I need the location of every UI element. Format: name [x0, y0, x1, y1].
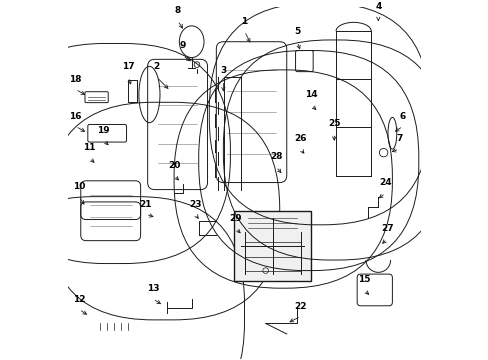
Bar — [128, 80, 137, 102]
Text: 1: 1 — [241, 17, 247, 26]
Text: 14: 14 — [305, 90, 317, 99]
Text: 8: 8 — [174, 6, 181, 15]
Text: 28: 28 — [269, 152, 282, 161]
Text: 19: 19 — [97, 126, 110, 135]
Text: 27: 27 — [380, 224, 393, 233]
Text: 23: 23 — [188, 199, 201, 208]
Text: 25: 25 — [327, 119, 340, 128]
Text: 10: 10 — [73, 182, 85, 191]
Text: 15: 15 — [357, 275, 370, 284]
Text: 2: 2 — [153, 62, 159, 71]
Text: 9: 9 — [179, 41, 186, 50]
Text: 22: 22 — [294, 302, 306, 311]
Bar — [233, 211, 311, 281]
Text: 20: 20 — [167, 161, 180, 170]
Text: 17: 17 — [122, 62, 134, 71]
Text: 21: 21 — [140, 199, 152, 208]
Text: 6: 6 — [399, 112, 405, 121]
Text: 13: 13 — [146, 284, 159, 293]
Text: 26: 26 — [294, 135, 306, 144]
Text: 16: 16 — [69, 112, 81, 121]
Text: 24: 24 — [378, 179, 391, 188]
Text: 3: 3 — [220, 66, 226, 75]
Text: 12: 12 — [73, 295, 85, 304]
Text: 7: 7 — [395, 135, 402, 144]
Text: 4: 4 — [374, 3, 381, 12]
Text: 29: 29 — [229, 214, 242, 223]
Text: 18: 18 — [69, 75, 81, 84]
Text: 11: 11 — [83, 143, 96, 152]
Bar — [233, 211, 311, 281]
Text: 5: 5 — [294, 27, 300, 36]
